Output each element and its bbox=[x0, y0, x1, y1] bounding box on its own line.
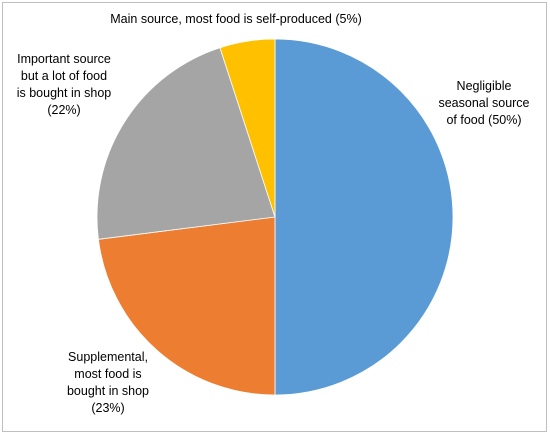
data-label-line: (22%) bbox=[47, 103, 80, 117]
data-label-line: Important source bbox=[17, 52, 111, 66]
data-label-line: Supplemental, bbox=[68, 350, 148, 364]
pie-slice-negligible-seasonal-source-of-food bbox=[274, 38, 454, 396]
data-label-supplemental-most-food-is-bought-in-shop: Supplemental, most food is bought in shop (… bbox=[67, 350, 149, 415]
pie-slices bbox=[96, 38, 454, 396]
data-label-line: Negligible bbox=[457, 79, 512, 93]
data-label-line: seasonal source bbox=[438, 96, 529, 110]
data-label-line: (23%) bbox=[91, 401, 124, 415]
data-label-main-source-most-food-is-self-produced: Main source, most food is self-produced … bbox=[110, 12, 362, 26]
data-label-line: Main source, most food is self-produced … bbox=[110, 12, 362, 26]
data-label-important-source-but-a-lot-of-food-is-bought-in-shop: Important source but a lot of food is boug… bbox=[17, 52, 112, 117]
data-label-line: most food is bbox=[74, 367, 141, 381]
pie-slice-main-source-most-food-is-self-produced bbox=[219, 38, 276, 218]
data-label-negligible-seasonal-source-of-food: Negligible seasonal source of food (50%) bbox=[438, 79, 529, 127]
pie-slice-important-source-but-a-lot-of-food-is-bought-in-shop bbox=[96, 47, 276, 240]
data-label-line: of food (50%) bbox=[446, 113, 521, 127]
data-label-line: is bought in shop bbox=[17, 86, 112, 100]
slice-labels: Negligible seasonal source of food (50%) Su… bbox=[17, 12, 530, 415]
data-label-line: bought in shop bbox=[67, 384, 149, 398]
data-label-line: but a lot of food bbox=[21, 69, 107, 83]
pie-slice-supplemental-most-food-is-bought-in-shop bbox=[97, 216, 276, 396]
